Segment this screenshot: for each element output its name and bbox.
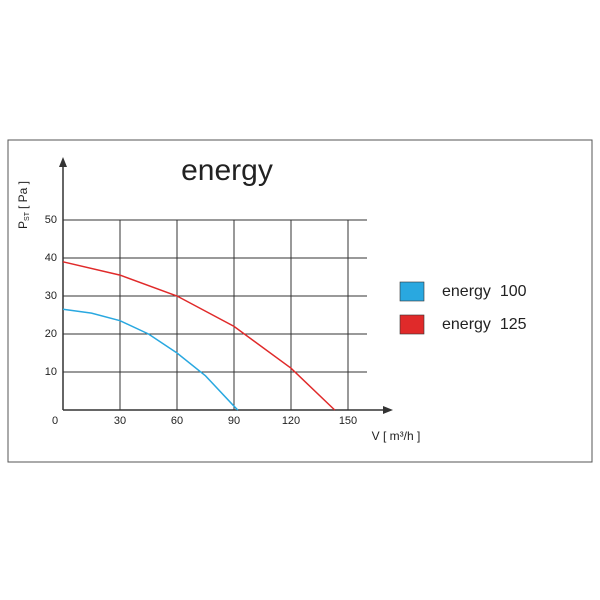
y-tick-label: 20 <box>45 328 57 340</box>
y-tick-label: 30 <box>45 290 57 302</box>
y-axis-arrow <box>59 157 67 167</box>
y-tick-label: 10 <box>45 366 57 378</box>
data-line <box>62 308 239 411</box>
legend-label: energy 100 <box>442 283 527 300</box>
x-axis-label: V [ m³/h ] <box>372 429 421 443</box>
x-tick-label: 60 <box>171 415 183 427</box>
x-axis-arrow <box>383 406 393 414</box>
legend-swatch <box>399 314 425 335</box>
data-line <box>62 261 336 411</box>
x-tick-label: 150 <box>339 415 357 427</box>
y-tick-label: 50 <box>45 214 57 226</box>
x-tick-label: 0 <box>52 415 58 427</box>
x-tick-label: 30 <box>114 415 126 427</box>
chart-frame <box>7 139 593 463</box>
legend-label: energy 125 <box>442 316 527 333</box>
x-tick-label: 90 <box>228 415 240 427</box>
y-axis-label: PST[ Pa ] <box>16 181 31 229</box>
x-tick-label: 120 <box>282 415 300 427</box>
chart-title: energy <box>181 154 273 187</box>
y-tick-label: 40 <box>45 252 57 264</box>
legend-swatch <box>399 281 425 302</box>
